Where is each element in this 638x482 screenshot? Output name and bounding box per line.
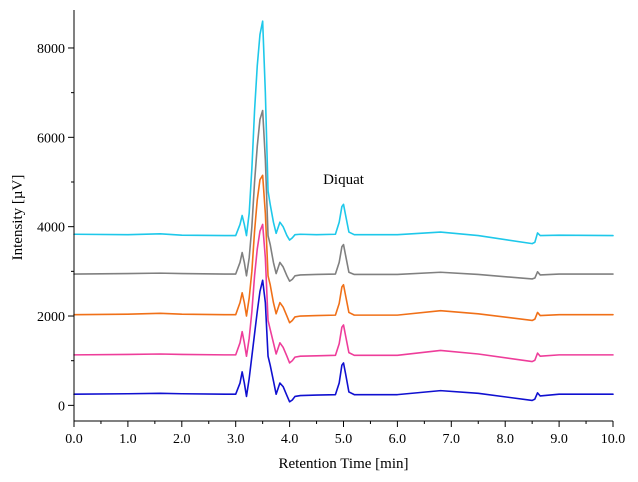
x-tick-label: 2.0 <box>173 432 191 447</box>
y-axis-title: Intensity [µV] <box>10 175 26 261</box>
y-tick-label: 4000 <box>37 221 65 236</box>
y-tick-label: 0 <box>58 399 65 414</box>
x-tick-label: 4.0 <box>281 432 299 447</box>
annotation-layer: Diquat <box>323 172 365 188</box>
series-line-2 <box>73 223 614 364</box>
x-tick-label: 6.0 <box>389 432 407 447</box>
series-line-1 <box>73 279 614 403</box>
y-tick-label: 8000 <box>37 42 65 57</box>
x-tick-label: 8.0 <box>496 432 514 447</box>
x-tick-label: 0.0 <box>65 432 83 447</box>
x-tick-label: 1.0 <box>119 432 137 447</box>
series-line-4 <box>73 109 614 282</box>
series-line-5 <box>73 20 614 245</box>
series-line-3 <box>73 174 614 324</box>
x-tick-label: 7.0 <box>443 432 461 447</box>
axes-layer: 0.0 1.0 2.0 3.0 4.0 5.0 6.0 7.0 8.0 9.0 10.0 0 2000 4… <box>10 10 625 472</box>
x-axis-title: Retention Time [min] <box>278 456 408 472</box>
x-tick-label: 5.0 <box>335 432 353 447</box>
x-tick-label: 3.0 <box>227 432 245 447</box>
peak-annotation: Diquat <box>323 172 365 188</box>
x-tick-label: 9.0 <box>550 432 568 447</box>
y-tick-label: 2000 <box>37 310 65 325</box>
x-tick-label: 10.0 <box>601 432 626 447</box>
y-tick-label: 6000 <box>37 131 65 146</box>
series-layer <box>73 20 614 403</box>
